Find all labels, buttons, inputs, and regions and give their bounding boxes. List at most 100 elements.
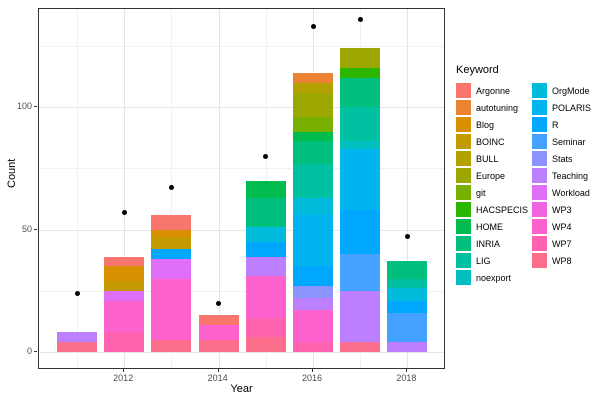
legend-label: noexport [476,272,512,283]
legend-item-noexport: noexport [456,269,528,286]
legend-item-Stats: Stats [532,150,591,167]
legend-item-BULL: BULL [456,150,528,167]
bar-segment-2018-Teaching [387,342,428,352]
legend-swatch-icon [456,100,471,115]
legend-item-WP7: WP7 [532,235,591,252]
bar-segment-2012-Workload [104,290,145,301]
legend-swatch-icon [532,134,548,149]
legend-label: Stats [552,153,573,164]
legend-swatch-icon [456,168,471,183]
legend-item-OrgMode: OrgMode [532,82,591,99]
legend-title: Keyword [456,64,499,76]
legend-label: OrgMode [552,85,590,96]
legend-item-BOINC: BOINC [456,133,528,150]
legend-swatch-icon [456,219,471,234]
legend-swatch-icon [456,185,471,200]
bar-segment-2015-R [245,241,286,257]
legend-item-R: R [532,116,591,133]
legend-swatch-icon [532,185,548,200]
legend-swatch-icon [532,83,548,98]
legend-swatch-icon [532,219,548,234]
legend-label: LIG [476,255,491,266]
x-tick-label: 2014 [207,373,228,383]
legend-swatch-icon [456,151,471,166]
y-major-gridline [39,107,444,109]
legend-swatch-icon [456,117,471,132]
y-tick-label: 0 [26,346,32,356]
bar-segment-2017-HACSPECIS [340,68,381,78]
bar-segment-2016-git [293,116,333,132]
y-tickmark [34,351,37,352]
legend-label: R [552,119,559,130]
y-tick-label: 100 [16,101,32,112]
legend-label: WP7 [552,238,572,249]
bar-segment-2013-WP8 [151,339,192,352]
legend-item-Workload: Workload [532,184,591,201]
bar-segment-2016-OrgMode [293,197,333,215]
y-major-gridline [39,229,444,231]
bar-segment-2018-OrgMode [387,288,428,301]
legend-item-Teaching: Teaching [532,167,591,184]
data-point-2014 [216,300,222,306]
legend-label: WP4 [552,221,572,232]
x-axis-title: Year [230,383,253,395]
legend-swatch-icon [532,236,548,251]
legend-label: Argonne [476,85,511,96]
legend-swatch-icon [532,100,548,115]
legend-label: autotuning [476,102,519,113]
legend-label: POLARIS [552,102,592,113]
legend-item-Argonne: Argonne [456,82,528,99]
bar-segment-2016-Teaching [293,298,333,311]
bar-segment-2017-Europe [340,48,381,69]
y-minor-gridline [39,168,444,170]
x-tick-label: 2016 [301,373,323,383]
bar-segment-2016-INRIA [293,141,333,164]
x-tickmark [312,369,313,372]
legend-label: Seminar [552,136,586,147]
legend-item-Blog: Blog [456,116,528,133]
data-point-2011 [74,290,80,296]
bar-segment-2013-R [151,249,192,259]
x-tickmark [123,369,125,372]
legend-label: Blog [476,119,495,130]
plot-panel [38,8,445,369]
legend-item-git: git [456,184,528,201]
bar-segment-2012-Argonne [104,256,145,267]
legend-swatch-icon [456,270,471,285]
bar-segment-2018-INRIA [387,261,428,279]
bar-segment-2016-R [293,266,333,286]
bar-segment-2018-R [387,300,428,313]
bar-segment-2013-BOINC [151,236,192,250]
bar-segment-2013-Argonne [151,214,192,230]
legend-label: WP3 [552,204,572,215]
legend-item-Seminar: Seminar [532,133,591,150]
x-gridline [77,9,78,368]
bar-segment-2016-WP7 [293,342,333,352]
data-point-2017 [357,16,363,22]
legend-item-autotuning: autotuning [456,99,528,116]
bar-segment-2016-POLARIS [293,214,333,267]
bar-segment-2011-Teaching [57,332,97,343]
bar-segment-2014-Argonne [198,315,239,326]
legend-swatch-icon [532,168,548,183]
data-point-2016 [310,23,316,29]
bar-segment-2016-autotuning [293,72,333,83]
y-tickmark [34,228,37,230]
legend-swatch-icon [456,202,471,217]
legend-item-INRIA: INRIA [456,235,528,252]
legend-item-WP3: WP3 [532,201,591,218]
bar-segment-2012-WP4 [104,300,145,333]
bar-segment-2014-WP8 [198,339,239,352]
y-tick-label: 50 [21,223,32,234]
bar-segment-2016-LIG [293,163,333,198]
bar-segment-2013-WP4 [151,278,192,340]
legend-item-LIG: LIG [456,252,528,269]
bar-segment-2016-Europe [293,92,333,117]
y-tickmark [34,106,37,108]
y-axis-title: Count [6,158,18,188]
bar-segment-2015-WP8 [245,337,286,352]
bar-segment-2017-R [340,210,381,255]
legend-label: HACSPECIS [476,204,529,215]
legend-swatch-icon [456,134,471,149]
